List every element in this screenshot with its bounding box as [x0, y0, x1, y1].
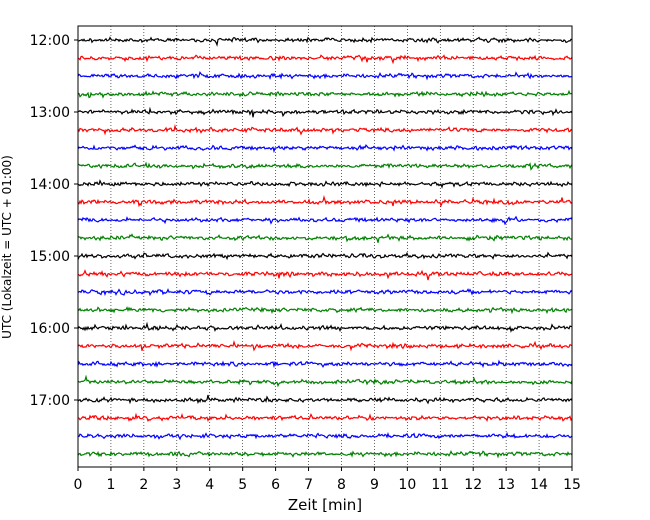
y-tick-label: 15:00 — [30, 249, 70, 265]
x-tick-label: 13 — [497, 477, 515, 493]
x-tick-label: 1 — [106, 477, 115, 493]
trace-1715 — [77, 412, 573, 422]
trace-1615 — [77, 339, 573, 352]
y-tick-label: 14:00 — [30, 177, 70, 193]
trace-1530 — [77, 288, 573, 297]
x-tick-label: 5 — [238, 477, 247, 493]
trace-1345 — [77, 161, 573, 171]
y-axis-label: UTC (Lokalzeit = UTC + 01:00) — [0, 155, 14, 339]
x-tick-label: 14 — [530, 477, 548, 493]
x-tick-label: 3 — [172, 477, 181, 493]
trace-1515 — [77, 269, 573, 281]
seismic-traces — [77, 36, 573, 459]
trace-1200 — [77, 36, 573, 47]
x-tick-label: 6 — [271, 477, 280, 493]
trace-1445 — [77, 233, 573, 243]
x-tick-label: 7 — [304, 477, 313, 493]
plot-frame — [77, 25, 573, 468]
trace-1315 — [77, 123, 573, 136]
y-tick-label: 13:00 — [30, 105, 70, 121]
x-tick-label: 11 — [431, 477, 449, 493]
y-axis: 12:00 13:00 14:00 15:00 16:00 17:00 — [30, 33, 78, 409]
trace-1300 — [77, 106, 573, 118]
trace-1600 — [77, 321, 573, 333]
x-tick-label: 0 — [74, 477, 83, 493]
x-tick-label: 4 — [205, 477, 214, 493]
trace-1545 — [77, 306, 573, 315]
trace-1415 — [77, 195, 573, 208]
x-tick-label: 8 — [337, 477, 346, 493]
x-tick-label: 10 — [398, 477, 416, 493]
trace-1245 — [77, 89, 573, 99]
x-axis: 0 1 2 3 4 5 6 7 8 9 10 11 12 13 14 15 — [74, 467, 581, 493]
trace-1230 — [77, 71, 573, 81]
trace-1430 — [77, 215, 573, 226]
trace-1630 — [77, 359, 573, 369]
x-tick-label: 2 — [139, 477, 148, 493]
trace-1730 — [77, 431, 573, 441]
trace-1400 — [77, 179, 573, 189]
trace-1500 — [77, 251, 573, 261]
x-tick-label: 9 — [370, 477, 379, 493]
x-axis-label: Zeit [min] — [288, 496, 362, 514]
y-tick-label: 12:00 — [30, 33, 70, 49]
x-tick-label: 15 — [563, 477, 581, 493]
y-tick-label: 16:00 — [30, 321, 70, 337]
trace-1745 — [77, 449, 573, 459]
trace-1645 — [77, 374, 573, 388]
y-tick-label: 17:00 — [30, 393, 70, 409]
x-tick-label: 12 — [464, 477, 482, 493]
trace-1215 — [77, 54, 573, 65]
trace-1700 — [77, 394, 573, 405]
trace-1330 — [77, 144, 573, 154]
